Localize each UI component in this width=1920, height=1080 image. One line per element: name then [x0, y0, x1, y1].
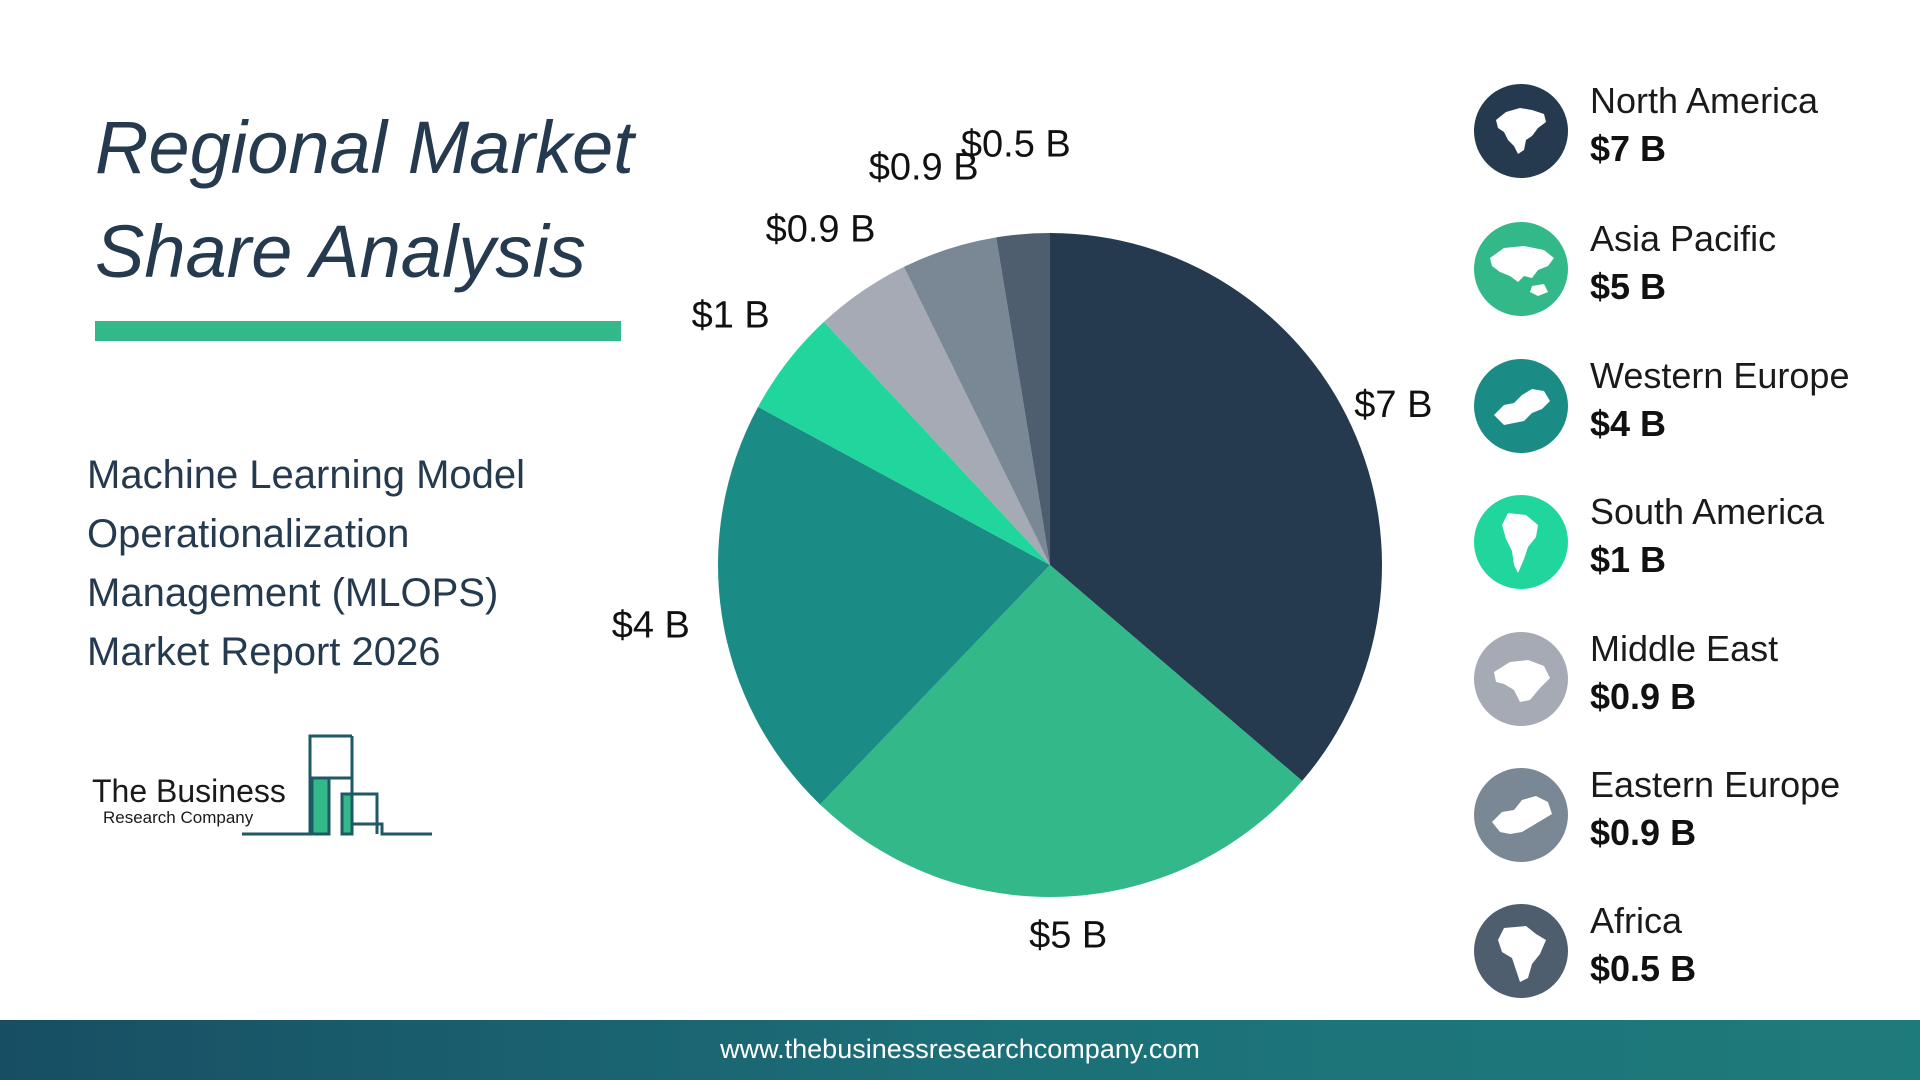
logo-text-primary: The Business: [92, 773, 286, 809]
legend-value: $0.5 B: [1590, 948, 1697, 989]
pie-labels: $7 B$5 B$4 B$1 B$0.9 B$0.9 B$0.5 B: [612, 123, 1433, 956]
legend-item-western-europe: Western Europe $4 B: [1474, 355, 1914, 459]
pie-slices: [718, 233, 1382, 897]
report-subtitle-line-1: Machine Learning Model: [87, 453, 526, 497]
page-title: Regional Market Share Analysis: [95, 96, 655, 304]
western-europe-map-icon: [1474, 359, 1568, 453]
market-share-pie-chart: $7 B$5 B$4 B$1 B$0.9 B$0.9 B$0.5 B: [612, 123, 1433, 956]
pie-slice-eastern-europe: [903, 237, 1050, 565]
middle-east-map-icon: [1474, 632, 1568, 726]
legend-name: South America: [1590, 491, 1825, 532]
pie-slice-asia-pacific: [820, 565, 1303, 897]
pie-label-south-america: $1 B: [692, 295, 770, 337]
report-subtitle-line-2: Operationalization: [87, 512, 410, 556]
legend-item-south-america: South America $1 B: [1474, 491, 1914, 595]
eastern-europe-map-icon: [1474, 768, 1568, 862]
legend-name: North America: [1590, 80, 1819, 121]
pie-slice-western-europe: [718, 406, 1050, 805]
legend-value: $5 B: [1590, 266, 1667, 307]
pie-slice-middle-east: [823, 266, 1050, 565]
legend-value: $0.9 B: [1590, 676, 1697, 717]
pie-label-middle-east: $0.9 B: [766, 208, 876, 250]
legend-value: $7 B: [1590, 128, 1667, 169]
africa-map-icon: [1474, 904, 1568, 998]
legend-value: $4 B: [1590, 403, 1667, 444]
legend-name: Africa: [1590, 900, 1683, 941]
report-subtitle: Machine Learning Model Operationalizatio…: [87, 446, 607, 682]
company-logo: The Business Research Company: [92, 728, 442, 838]
legend-name: Middle East: [1590, 628, 1779, 669]
pie-label-eastern-europe: $0.9 B: [869, 147, 979, 189]
legend-value: $1 B: [1590, 539, 1667, 580]
footer-website-link[interactable]: www.thebusinessresearchcompany.com: [720, 1034, 1200, 1064]
pie-slice-south-america: [758, 321, 1050, 565]
legend-name: Western Europe: [1590, 355, 1850, 396]
pie-label-north-america: $7 B: [1354, 384, 1432, 426]
legend-value: $0.9 B: [1590, 812, 1697, 853]
legend-item-middle-east: Middle East $0.9 B: [1474, 628, 1914, 732]
legend-item-asia-pacific: Asia Pacific $5 B: [1474, 218, 1914, 322]
pie-slice-north-america: [1050, 233, 1382, 781]
legend-name: Asia Pacific: [1590, 218, 1777, 259]
legend-item-eastern-europe: Eastern Europe $0.9 B: [1474, 764, 1914, 868]
logo-buildings-icon: [242, 734, 432, 836]
north-america-map-icon: [1474, 84, 1568, 178]
legend-name: Eastern Europe: [1590, 764, 1841, 805]
logo-text-secondary: Research Company: [103, 808, 254, 827]
report-subtitle-line-3: Management (MLOPS): [87, 571, 499, 615]
pie-label-africa: $0.5 B: [961, 123, 1071, 165]
pie-slice-africa: [996, 233, 1050, 565]
pie-label-asia-pacific: $5 B: [1029, 915, 1107, 957]
page-title-line-1: Regional Market: [95, 106, 634, 189]
legend-item-africa: Africa $0.5 B: [1474, 900, 1914, 1004]
asia-pacific-map-icon: [1474, 222, 1568, 316]
report-subtitle-line-4: Market Report 2026: [87, 630, 441, 674]
page-title-line-2: Share Analysis: [95, 210, 586, 293]
footer-bar: www.thebusinessresearchcompany.com: [0, 1020, 1920, 1080]
title-underline-bar: [95, 321, 621, 341]
south-america-map-icon: [1474, 495, 1568, 589]
legend-item-north-america: North America $7 B: [1474, 80, 1914, 184]
pie-label-western-europe: $4 B: [612, 604, 690, 646]
